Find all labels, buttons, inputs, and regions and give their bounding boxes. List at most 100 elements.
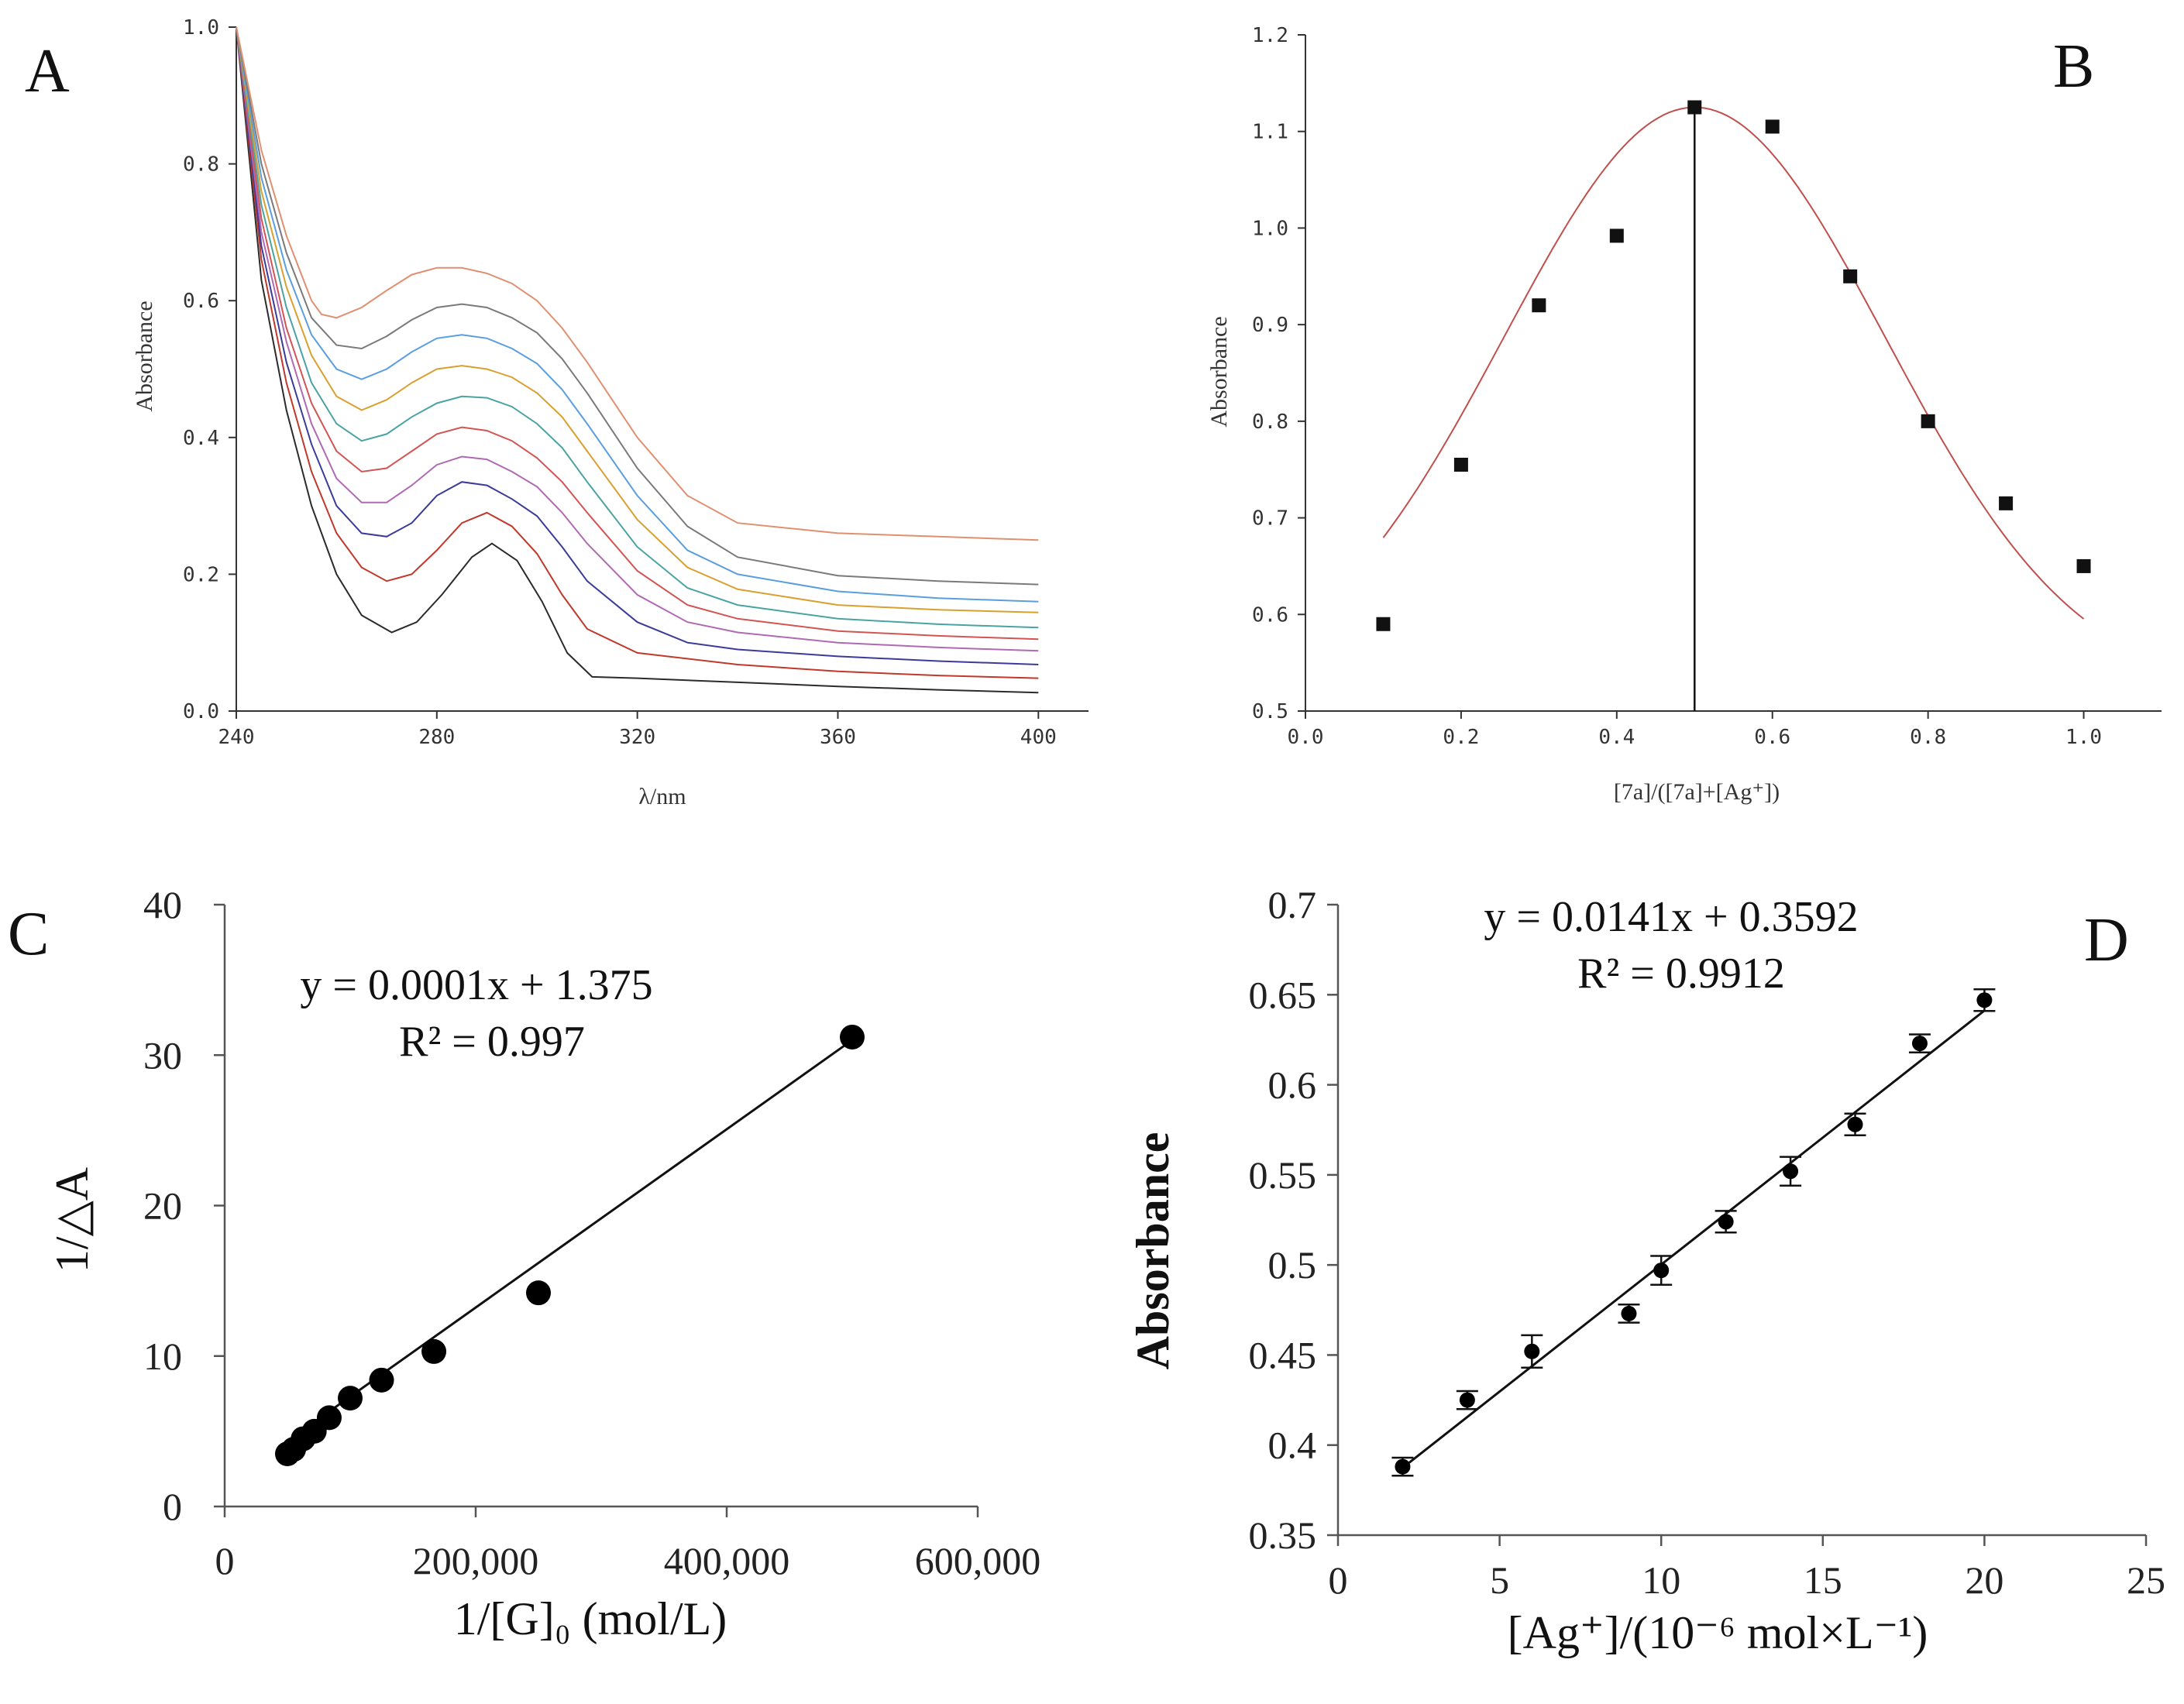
- y-tick-label-b: 1.0: [1252, 217, 1288, 240]
- equation-c: y = 0.0001x + 1.375: [300, 961, 652, 1009]
- absorbance-curve: [236, 26, 1039, 652]
- x-tick-label-a: 320: [619, 726, 655, 749]
- data-point-square: [1687, 100, 1702, 115]
- data-point-square: [1609, 228, 1624, 243]
- panel-letter-d: D: [2084, 906, 2129, 974]
- y-tick-label-a: 0.0: [183, 700, 219, 723]
- data-point-square: [1532, 298, 1546, 313]
- xlabel-d: [Ag⁺]/(10⁻⁶ mol×L⁻¹): [1508, 1607, 1928, 1658]
- data-point-square: [1843, 269, 1858, 283]
- y-tick-label-b: 1.2: [1252, 24, 1288, 47]
- data-point-circle: [1718, 1214, 1734, 1230]
- data-point-circle: [1783, 1163, 1799, 1180]
- absorbance-curve: [236, 26, 1039, 694]
- x-tick-label-b: 0.8: [1910, 726, 1946, 749]
- y-tick-label-d: 0.6: [1268, 1063, 1317, 1107]
- x-tick-label-d: 25: [2127, 1558, 2165, 1602]
- x-tick-label-b: 0.2: [1443, 726, 1479, 749]
- x-tick-label-c: 200,000: [413, 1539, 539, 1582]
- data-point-circle: [369, 1367, 394, 1393]
- panel-letter-b: B: [2053, 33, 2094, 101]
- data-point-circle: [1653, 1263, 1670, 1279]
- y-tick-label-c: 10: [143, 1335, 182, 1378]
- data-point-circle: [1976, 992, 1993, 1008]
- xlabel-b: [7a]/([7a]+[Ag⁺]): [1614, 779, 1780, 805]
- y-tick-label-c: 40: [143, 883, 182, 926]
- xlabel-a: λ/nm: [638, 784, 686, 809]
- panel-b: B Absorbance [7a]/([7a]+[Ag⁺]) 0.0 0.2 0.4…: [1206, 24, 2162, 805]
- data-point-square: [1453, 457, 1468, 472]
- panel-c: C 1/△A 1/[G]₀ (mol/L) y = 0.0001x + 1.37…: [8, 883, 1040, 1644]
- x-tick-label-a: 360: [820, 726, 856, 749]
- data-point-square: [1921, 414, 1935, 428]
- linear-fit-line: [1402, 1009, 1986, 1469]
- x-tick-label-b: 1.0: [2065, 726, 2102, 749]
- data-point-square: [1999, 496, 2014, 510]
- x-tick-label-c: 600,000: [915, 1539, 1041, 1582]
- data-point-circle: [1911, 1036, 1928, 1052]
- y-tick-label-c: 0: [163, 1485, 182, 1528]
- y-tick-label-d: 0.45: [1249, 1333, 1317, 1376]
- xlabel-c: 1/[G]₀ (mol/L): [454, 1593, 727, 1644]
- data-point-square: [1765, 119, 1780, 134]
- ylabel-a: Absorbance: [132, 301, 157, 411]
- panel-d: D Absorbance [Ag⁺]/(10⁻⁶ mol×L⁻¹) y = 0.…: [1127, 883, 2165, 1658]
- data-point-circle: [1395, 1458, 1411, 1475]
- y-tick-label-a: 0.8: [183, 153, 219, 177]
- x-tick-label-c: 0: [215, 1539, 235, 1582]
- curves-a: [236, 26, 1039, 694]
- x-tick-label-d: 5: [1490, 1558, 1509, 1602]
- data-point-circle: [338, 1386, 363, 1411]
- y-tick-label-d: 0.65: [1249, 973, 1317, 1016]
- x-tick-label-a: 400: [1020, 726, 1057, 749]
- plot-b: [1376, 100, 2091, 711]
- y-tick-label-a: 0.2: [183, 563, 219, 586]
- plot-d: [1391, 988, 1996, 1477]
- absorbance-curve: [236, 26, 1039, 665]
- data-point-circle: [421, 1338, 447, 1364]
- panel-letter-a: A: [25, 37, 70, 105]
- x-tick-label-b: 0.6: [1754, 726, 1790, 749]
- ylabel-d: Absorbance: [1127, 1132, 1178, 1370]
- gaussian-fit-curve: [1382, 106, 2085, 620]
- x-tick-label-d: 20: [1965, 1558, 2003, 1602]
- x-tick-label-c: 400,000: [664, 1539, 790, 1582]
- r2-c: R² = 0.997: [399, 1018, 585, 1066]
- y-tick-label-a: 1.0: [183, 16, 219, 40]
- y-tick-label-b: 1.1: [1252, 121, 1288, 144]
- x-tick-label-d: 10: [1642, 1558, 1680, 1602]
- y-tick-label-b: 0.8: [1252, 411, 1288, 434]
- equation-d: y = 0.0141x + 0.3592: [1484, 893, 1858, 941]
- absorbance-curve: [236, 26, 1039, 541]
- ticks-b: 0.0 0.2 0.4 0.6 0.8 1.0 0.5 0.6 0.7 0.8 0.9 1.0 1.1 1…: [1252, 24, 2162, 749]
- y-tick-label-d: 0.55: [1249, 1153, 1317, 1197]
- data-point-circle: [316, 1405, 342, 1431]
- y-tick-label-d: 0.5: [1268, 1243, 1317, 1287]
- y-tick-label-c: 20: [143, 1184, 182, 1228]
- y-tick-label-d: 0.4: [1268, 1424, 1317, 1467]
- absorbance-curve: [236, 26, 1039, 586]
- x-tick-label-b: 0.4: [1598, 726, 1635, 749]
- data-point-circle: [526, 1280, 551, 1306]
- x-tick-label-d: 0: [1329, 1558, 1348, 1602]
- data-point-square: [1376, 617, 1391, 631]
- y-tick-label-b: 0.6: [1252, 603, 1288, 627]
- y-tick-label-d: 0.35: [1249, 1513, 1317, 1557]
- ticks-d: 0 5 10 15 20 25 0.35 0.4 0.45 0.5 0.55 0.6 0.65 0.7: [1249, 883, 2166, 1602]
- data-point-square: [2076, 558, 2091, 573]
- r2-d: R² = 0.9912: [1577, 950, 1785, 998]
- ylabel-b: Absorbance: [1206, 316, 1232, 427]
- plot-c: [275, 1024, 865, 1467]
- absorbance-curve: [236, 26, 1039, 679]
- y-tick-label-d: 0.7: [1268, 883, 1317, 926]
- absorbance-curve: [236, 26, 1039, 629]
- data-point-circle: [1847, 1116, 1863, 1132]
- y-tick-label-b: 0.5: [1252, 700, 1288, 723]
- y-tick-label-c: 30: [143, 1033, 182, 1077]
- panel-letter-c: C: [8, 900, 49, 968]
- y-tick-label-a: 0.4: [183, 427, 219, 450]
- y-tick-label-a: 0.6: [183, 290, 219, 313]
- x-tick-label-b: 0.0: [1288, 726, 1324, 749]
- y-tick-label-b: 0.7: [1252, 507, 1288, 531]
